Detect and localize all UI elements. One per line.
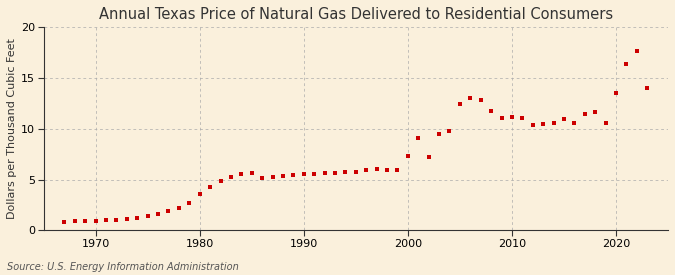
Point	[454, 102, 465, 107]
Point	[465, 96, 476, 101]
Point	[236, 172, 247, 176]
Text: Source: U.S. Energy Information Administration: Source: U.S. Energy Information Administ…	[7, 262, 238, 272]
Point	[59, 219, 70, 224]
Point	[122, 217, 132, 221]
Point	[423, 155, 434, 160]
Point	[173, 206, 184, 210]
Point	[631, 48, 642, 53]
Point	[600, 121, 611, 125]
Point	[621, 62, 632, 67]
Point	[361, 167, 372, 172]
Point	[329, 170, 340, 175]
Point	[277, 174, 288, 178]
Point	[486, 109, 497, 113]
Point	[101, 218, 111, 222]
Point	[527, 123, 538, 128]
Point	[559, 117, 570, 122]
Point	[225, 175, 236, 179]
Point	[205, 185, 215, 189]
Point	[153, 211, 163, 216]
Point	[194, 192, 205, 196]
Point	[517, 116, 528, 120]
Point	[433, 132, 444, 137]
Point	[163, 208, 174, 213]
Point	[246, 170, 257, 175]
Point	[340, 170, 351, 175]
Point	[288, 173, 299, 177]
Point	[215, 179, 226, 183]
Point	[413, 136, 424, 140]
Point	[350, 170, 361, 174]
Point	[444, 129, 455, 134]
Point	[590, 110, 601, 114]
Point	[80, 219, 90, 223]
Title: Annual Texas Price of Natural Gas Delivered to Residential Consumers: Annual Texas Price of Natural Gas Delive…	[99, 7, 613, 22]
Point	[569, 121, 580, 125]
Point	[298, 172, 309, 176]
Point	[579, 111, 590, 116]
Point	[496, 116, 507, 120]
Y-axis label: Dollars per Thousand Cubic Feet: Dollars per Thousand Cubic Feet	[7, 39, 17, 219]
Point	[132, 216, 142, 221]
Point	[319, 171, 330, 175]
Point	[70, 219, 80, 224]
Point	[184, 200, 194, 205]
Point	[111, 218, 122, 222]
Point	[611, 90, 622, 95]
Point	[142, 214, 153, 218]
Point	[506, 115, 517, 119]
Point	[402, 154, 413, 158]
Point	[475, 98, 486, 102]
Point	[381, 168, 392, 172]
Point	[548, 121, 559, 125]
Point	[392, 167, 403, 172]
Point	[642, 86, 653, 90]
Point	[371, 167, 382, 171]
Point	[256, 176, 267, 180]
Point	[308, 171, 319, 176]
Point	[267, 175, 278, 179]
Point	[538, 122, 549, 127]
Point	[90, 218, 101, 223]
